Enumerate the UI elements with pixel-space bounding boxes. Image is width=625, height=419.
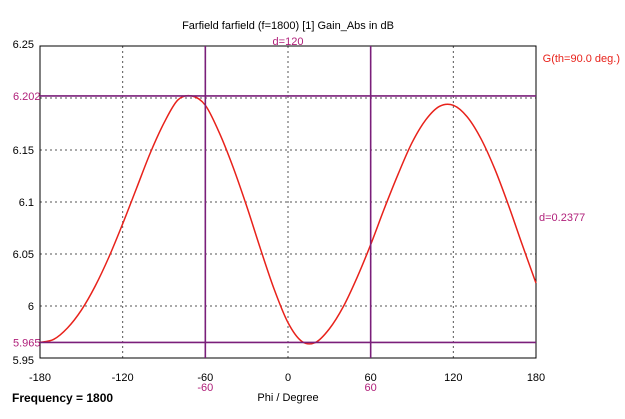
dy-marker-label: d=0.2377 bbox=[539, 212, 585, 224]
y-tick-label: 5.95 bbox=[13, 355, 34, 367]
x-tick-label: -120 bbox=[112, 372, 134, 384]
chart-title: Farfield farfield (f=1800) [1] Gain_Abs … bbox=[182, 20, 394, 32]
series-line bbox=[39, 94, 537, 345]
vertical-marker-label: -60 bbox=[197, 382, 213, 394]
grid bbox=[40, 46, 536, 358]
y-tick-label: 6 bbox=[28, 301, 34, 313]
vertical-marker-label: 60 bbox=[365, 382, 377, 394]
y-tick-label: 6.25 bbox=[13, 39, 34, 51]
x-tick-label: -60 bbox=[197, 372, 213, 384]
dx-marker-label: d=120 bbox=[273, 36, 304, 48]
x-axis-ticks: -180 -120 -60 0 60 120 180 bbox=[29, 372, 545, 384]
x-axis-label: Phi / Degree bbox=[257, 392, 318, 404]
y-tick-label: 6.15 bbox=[13, 145, 34, 157]
x-tick-label: 60 bbox=[365, 372, 377, 384]
x-tick-label: 0 bbox=[285, 372, 291, 384]
legend-entry: G(th=90.0 deg.) bbox=[543, 53, 620, 65]
horizontal-marker-label: 5.965 bbox=[13, 337, 41, 349]
series-layer bbox=[39, 94, 537, 345]
y-axis-ticks: 5.95 6 6.05 6.1 6.15 6.25 bbox=[13, 39, 34, 367]
x-tick-label: 120 bbox=[444, 372, 462, 384]
frequency-label: Frequency = 1800 bbox=[12, 391, 114, 405]
horizontal-marker-label: 6.202 bbox=[13, 91, 41, 103]
y-tick-label: 6.1 bbox=[19, 197, 34, 209]
x-tick-label: 180 bbox=[527, 372, 545, 384]
plot-frame bbox=[39, 45, 537, 359]
x-tick-label: -180 bbox=[29, 372, 51, 384]
y-tick-label: 6.05 bbox=[13, 249, 34, 261]
